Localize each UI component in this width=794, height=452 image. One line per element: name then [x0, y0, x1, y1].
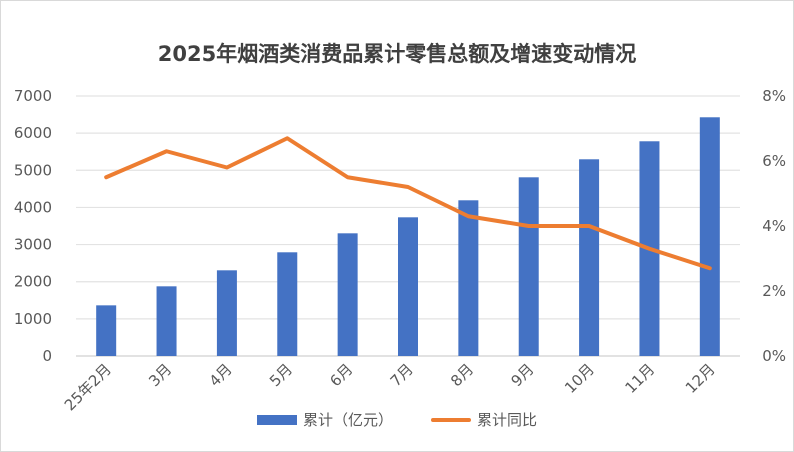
y-right-tick-label: 8%	[762, 87, 786, 105]
y-right-tick-label: 2%	[762, 282, 786, 300]
y-left-tick-label: 6000	[14, 124, 52, 142]
x-tick-label: 10月	[561, 360, 598, 397]
y-left-tick-label: 2000	[14, 273, 52, 291]
x-tick-label: 25年2月	[61, 360, 115, 414]
x-tick-label: 7月	[387, 360, 417, 390]
x-tick-label: 9月	[507, 360, 537, 390]
x-tick-label: 11月	[621, 360, 658, 397]
y-left-tick-label: 3000	[14, 236, 52, 254]
legend-item-bar: 累计（亿元）	[256, 409, 393, 430]
bar	[277, 252, 298, 356]
bar	[458, 200, 479, 356]
x-tick-label: 3月	[145, 360, 175, 390]
x-tick-label: 8月	[447, 360, 477, 390]
legend: 累计（亿元） 累计同比	[0, 409, 794, 430]
bar	[156, 286, 177, 356]
legend-label-bar: 累计（亿元）	[302, 411, 393, 429]
y-left-tick-label: 7000	[14, 87, 52, 105]
y-left-tick-label: 1000	[14, 310, 52, 328]
legend-item-line: 累计同比	[431, 409, 537, 430]
y-left-tick-label: 5000	[14, 161, 52, 179]
y-right-tick-label: 0%	[762, 347, 786, 365]
legend-swatch-bar	[256, 414, 297, 425]
legend-label-line: 累计同比	[477, 411, 538, 429]
bar	[337, 233, 358, 356]
legend-swatch-line	[431, 417, 471, 422]
bar	[699, 117, 720, 356]
y-right-tick-label: 6%	[762, 152, 786, 170]
x-tick-label: 6月	[326, 360, 356, 390]
x-tick-label: 4月	[206, 360, 236, 390]
bar	[398, 217, 418, 356]
chart-title: 2025年烟酒类消费品累计零售总额及增速变动情况	[157, 42, 637, 66]
bar	[96, 305, 117, 356]
y-left-tick-label: 0	[42, 347, 52, 365]
bar	[579, 159, 600, 356]
y-left-tick-label: 4000	[14, 198, 52, 216]
x-tick-label: 5月	[266, 360, 296, 390]
y-right-tick-label: 4%	[762, 217, 786, 235]
x-tick-label: 12月	[682, 360, 719, 397]
bar	[216, 270, 237, 356]
bar	[518, 177, 539, 356]
